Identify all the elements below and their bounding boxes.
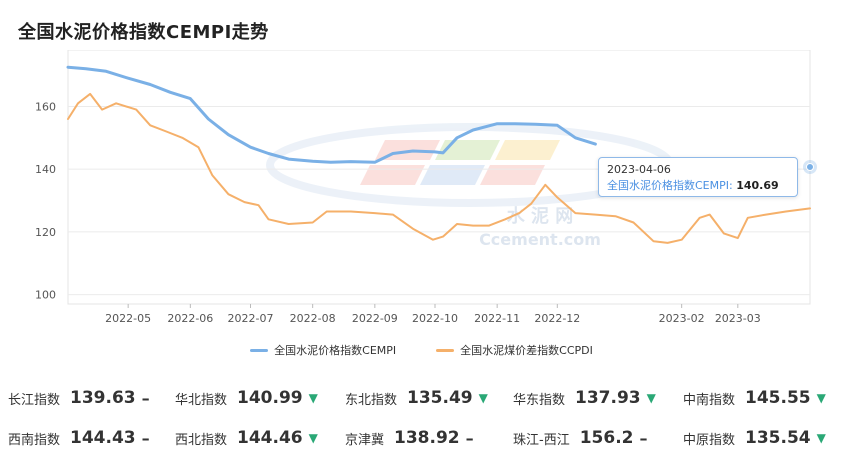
index-name: 西北指数 [175,432,228,448]
legend-swatch-cempi [250,348,269,352]
chart-title: 全国水泥价格指数CEMPI走势 [18,22,269,43]
index-name: 华东指数 [513,392,566,408]
x-tick-label: 2022-06 [167,312,213,325]
trend-down-icon: ▼ [478,391,488,405]
index-item[interactable]: 中南指数 145.55 ▼ [683,384,826,412]
trend-down-icon: ▼ [646,391,656,405]
index-item[interactable]: 京津冀 138.92– [345,424,474,452]
trend-flat-icon: – [465,428,474,448]
legend-swatch-ccpdi [436,348,455,352]
legend-item-ccpdi[interactable]: 全国水泥煤价差指数CCPDI [436,342,593,358]
index-name: 长江指数 [8,392,61,408]
y-tick-label: 100 [35,289,56,302]
index-value: 145.55 [745,388,811,408]
index-name: 东北指数 [345,392,398,408]
x-tick-label: 2022-08 [290,312,336,325]
x-tick-label: 2022-09 [352,312,398,325]
trend-down-icon: ▼ [308,391,318,405]
watermark-en: Ccement.com [479,230,601,249]
tooltip-date: 2023-04-06 [607,163,671,176]
trend-flat-icon: – [639,428,648,448]
legend-item-cempi[interactable]: 全国水泥价格指数CEMPI [250,342,396,358]
line-chart: 水 泥 网 Ccement.com 100 120 140 160 2022-05 202… [35,50,817,325]
legend-label-cempi: 全国水泥价格指数CEMPI [274,344,397,357]
tooltip-value: 140.69 [736,179,779,192]
index-name: 西南指数 [8,432,61,448]
y-tick-label: 120 [35,226,56,239]
regional-indices: 长江指数 139.63– 华北指数 140.99 ▼ 东北指数 135.49 ▼ 华东指数 137… [0,380,843,448]
trend-flat-icon: – [141,388,150,408]
x-tick-label: 2022-12 [534,312,580,325]
trend-down-icon: ▼ [816,391,826,405]
tooltip-series-label: 全国水泥价格指数CEMPI: [607,179,733,192]
index-value: 140.99 [237,388,303,408]
watermark: 水 泥 网 Ccement.com [266,123,674,249]
index-item[interactable]: 珠江-西江 156.2– [513,424,647,452]
index-value: 144.46 [237,428,303,448]
index-value: 137.93 [575,388,641,408]
watermark-cn: 水 泥 网 [507,205,574,227]
index-value: 156.2 [579,428,634,448]
trend-flat-icon: – [141,428,150,448]
index-name: 珠江-西江 [513,432,570,448]
index-item[interactable]: 长江指数 139.63– [8,384,150,412]
trend-down-icon: ▼ [816,431,826,445]
chart-legend: 全国水泥价格指数CEMPI 全国水泥煤价差指数CCPDI [0,342,843,358]
index-item[interactable]: 华北指数 140.99 ▼ [175,384,318,412]
x-tick-label: 2023-03 [715,312,761,325]
x-tick-label: 2023-02 [659,312,705,325]
index-value: 144.43 [70,428,136,448]
highlight-marker[interactable] [806,162,814,171]
index-name: 华北指数 [175,392,228,408]
index-item[interactable]: 西南指数 144.43– [8,424,150,452]
index-name: 中原指数 [683,432,736,448]
x-tick-label: 2022-11 [474,312,520,325]
chart-tooltip: 2023-04-06 全国水泥价格指数CEMPI: 140.69 [598,157,798,197]
index-name: 中南指数 [683,392,736,408]
index-item[interactable]: 西北指数 144.46 ▼ [175,424,318,452]
chart-area: 水 泥 网 Ccement.com 100 120 140 160 2022-05 202… [0,50,843,370]
index-value: 138.92 [394,428,460,448]
plot-frame [67,50,811,305]
series-line-cempi [66,65,597,164]
index-value: 135.54 [745,428,811,448]
y-tick-label: 140 [35,163,56,176]
series-line-ccpdi [67,92,811,244]
index-item[interactable]: 华东指数 137.93 ▼ [513,384,656,412]
y-tick-label: 160 [35,100,56,113]
index-item[interactable]: 东北指数 135.49 ▼ [345,384,488,412]
index-value: 135.49 [407,388,473,408]
index-value: 139.63 [70,388,136,408]
legend-label-ccpdi: 全国水泥煤价差指数CCPDI [460,344,593,357]
x-tick-label: 2022-10 [412,312,458,325]
trend-down-icon: ▼ [308,431,318,445]
x-tick-label: 2022-07 [228,312,274,325]
x-tick-label: 2022-05 [105,312,151,325]
index-name: 京津冀 [345,432,385,448]
index-item[interactable]: 中原指数 135.54 ▼ [683,424,826,452]
